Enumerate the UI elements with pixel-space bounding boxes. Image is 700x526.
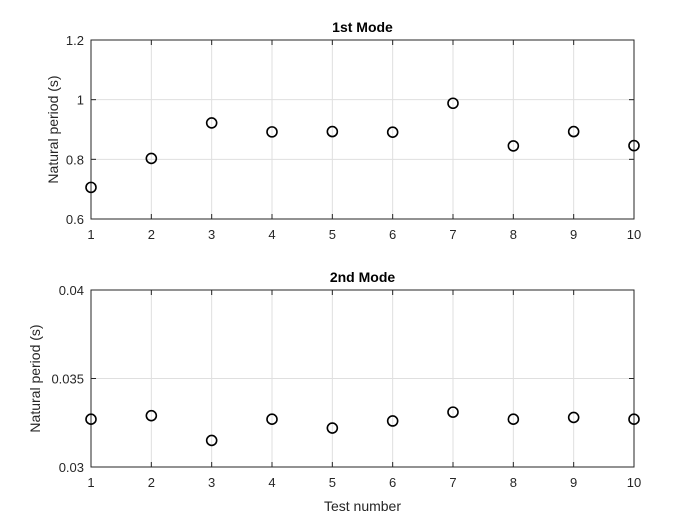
x-tick-label: 6 <box>389 227 396 242</box>
data-point <box>326 422 339 434</box>
y-tick-label: 0.8 <box>66 152 84 167</box>
plot-title: 1st Mode <box>332 19 393 35</box>
x-tick-label: 2 <box>148 227 155 242</box>
data-point <box>266 413 278 426</box>
y-axis-label: Natural period (s) <box>45 75 61 183</box>
data-point <box>386 415 399 427</box>
grid <box>90 39 635 220</box>
y-tick-label: 0.6 <box>66 212 84 227</box>
data-point <box>386 126 399 138</box>
data-point <box>628 139 640 152</box>
data-point <box>628 413 640 426</box>
data-point <box>205 434 218 447</box>
x-tick-label: 5 <box>329 475 336 490</box>
data-point <box>326 125 339 138</box>
plot-2nd-mode: 2nd Mode Natural period (s) Test number … <box>27 269 641 514</box>
y-tick-label: 0.04 <box>59 283 84 298</box>
x-tick-label: 7 <box>449 227 456 242</box>
data-point <box>85 413 97 426</box>
x-tick-label: 2 <box>148 475 155 490</box>
x-tick-label: 5 <box>329 227 336 242</box>
data-point <box>266 126 278 138</box>
x-tick-label: 3 <box>208 227 215 242</box>
x-tick-label: 9 <box>570 475 577 490</box>
plot-title: 2nd Mode <box>330 269 396 285</box>
plot-1st-mode: 1st Mode Natural period (s) 1 2 3 4 5 6 7 8 9 10 0… <box>45 19 641 242</box>
data-point <box>85 181 97 194</box>
x-tick-label: 10 <box>627 475 641 490</box>
x-tick-label: 8 <box>510 475 517 490</box>
data-point <box>507 140 520 152</box>
data-point <box>567 411 580 424</box>
grid <box>90 289 635 468</box>
data-point <box>567 125 580 138</box>
x-tick-label: 9 <box>570 227 577 242</box>
y-axis-label: Natural period (s) <box>27 324 43 432</box>
y-tick-label: 1.2 <box>66 33 84 48</box>
x-tick-label: 10 <box>627 227 641 242</box>
x-tick-label: 3 <box>208 475 215 490</box>
data-point <box>447 97 459 110</box>
data-point <box>145 409 158 422</box>
data-point <box>447 406 459 418</box>
y-tick-label: 1 <box>77 93 84 108</box>
data-point <box>205 117 218 129</box>
x-axis-label: Test number <box>324 498 401 514</box>
x-tick-label: 1 <box>87 475 94 490</box>
data-point <box>507 413 520 426</box>
data-point <box>145 152 158 165</box>
x-tick-label: 7 <box>449 475 456 490</box>
y-tick-label: 0.035 <box>51 372 84 387</box>
x-tick-label: 4 <box>268 475 275 490</box>
x-tick-label: 4 <box>268 227 275 242</box>
axes-frame <box>90 39 635 220</box>
x-tick-label: 8 <box>510 227 517 242</box>
x-tick-label: 1 <box>87 227 94 242</box>
y-tick-label: 0.03 <box>59 460 84 475</box>
x-tick-label: 6 <box>389 475 396 490</box>
